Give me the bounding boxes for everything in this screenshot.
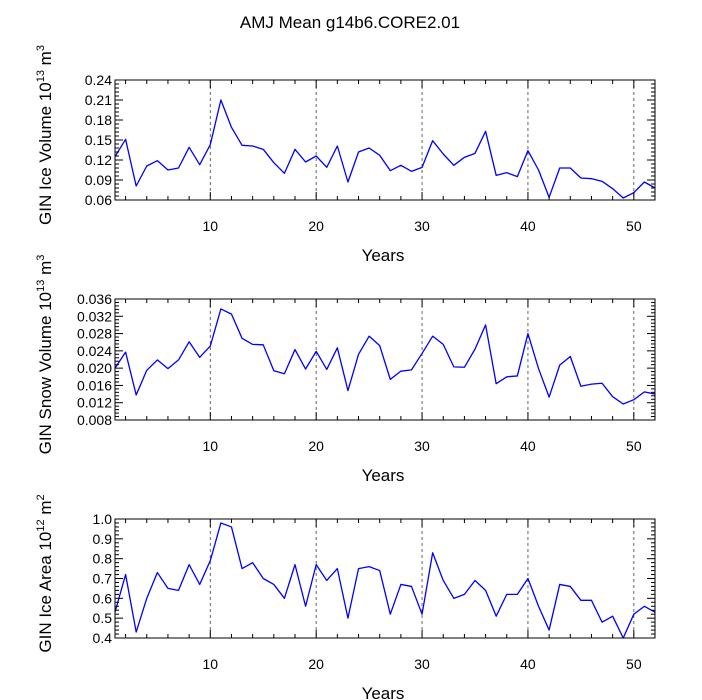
ice-area-ytick-label: 0.8: [93, 551, 113, 567]
ice-area-xtick-label: 40: [520, 656, 536, 672]
ice-area-xaxis-label: Years: [362, 684, 405, 700]
ice-volume-xtick-label: 30: [414, 218, 430, 234]
snow-volume-ytick-label: 0.012: [77, 395, 112, 411]
snow-volume-xtick-label: 30: [414, 438, 430, 454]
ice-area-ytick-label: 0.5: [93, 610, 113, 626]
ice-area-ylabel-main: GIN Ice Area 10: [36, 532, 55, 653]
ice-volume-ylabel-exp: 13: [35, 70, 47, 82]
snow-volume-ylabel-main: GIN Snow Volume 10: [36, 292, 55, 455]
snow-volume-ytick-label: 0.008: [77, 412, 112, 428]
ice-area-ylabel-unit-exp: 2: [35, 494, 47, 500]
snow-volume-xtick-label: 10: [203, 438, 219, 454]
snow-volume-ylabel-unit-exp: 3: [35, 255, 47, 261]
ice-area-yaxis-label: GIN Ice Area 1012 m2: [35, 494, 55, 652]
ice-volume-ylabel-unit-exp: 3: [35, 45, 47, 51]
ice-area-xtick-label: 10: [203, 656, 219, 672]
snow-volume-ytick-label: 0.036: [77, 291, 112, 307]
ice-volume-ytick-label: 0.09: [85, 172, 112, 188]
ice-volume-xtick-label: 40: [520, 218, 536, 234]
ice-volume-yaxis-label: GIN Ice Volume 1013 m3: [35, 45, 55, 225]
ice-area-ytick-label: 0.9: [93, 531, 113, 547]
ice-area-ytick-label: 0.7: [93, 571, 113, 587]
snow-volume-xaxis-label: Years: [362, 466, 405, 485]
panel-ice-area: 10 20 30 40 50 0.4 0.5 0.6 0.7 0.8 0.9 1.0 Years GIN …: [35, 494, 656, 700]
snow-volume-ylabel-unit: m: [36, 261, 55, 280]
ice-area-xtick-label: 30: [414, 656, 430, 672]
ice-volume-xtick-label: 50: [626, 218, 642, 234]
snow-volume-ytick-label: 0.024: [77, 343, 112, 359]
ice-volume-ytick-label: 0.15: [85, 132, 112, 148]
chart-title: AMJ Mean g14b6.CORE2.01: [240, 13, 460, 32]
snow-volume-ytick-label: 0.032: [77, 308, 112, 324]
ice-volume-xtick-label: 20: [308, 218, 324, 234]
snow-volume-ylabel-exp: 13: [35, 280, 47, 292]
snow-volume-xtick-label: 50: [626, 438, 642, 454]
ice-area-xtick-label: 20: [308, 656, 324, 672]
ice-area-xtick-label: 50: [626, 656, 642, 672]
ice-area-ylabel-exp: 12: [35, 519, 47, 531]
ice-area-ytick-label: 0.6: [93, 590, 113, 606]
ice-area-ylabel-unit: m: [36, 501, 55, 520]
snow-volume-ytick-label: 0.028: [77, 326, 112, 342]
ice-volume-xtick-label: 10: [203, 218, 219, 234]
ice-volume-xaxis-label: Years: [362, 246, 405, 265]
snow-volume-xtick-label: 20: [308, 438, 324, 454]
ice-volume-ytick-label: 0.24: [85, 72, 112, 88]
ice-volume-series-line: [114, 99, 656, 199]
ice-volume-ylabel-unit: m: [36, 51, 55, 70]
snow-volume-series-line: [114, 308, 656, 405]
ice-volume-ylabel-main: GIN Ice Volume 10: [36, 82, 55, 225]
ice-volume-ytick-label: 0.12: [85, 152, 112, 168]
snow-volume-plot-frame: [114, 298, 656, 421]
snow-volume-ytick-label: 0.016: [77, 377, 112, 393]
snow-volume-yaxis-label: GIN Snow Volume 1013 m3: [35, 255, 55, 455]
panel-ice-volume: 10 20 30 40 50 0.06 0.09 0.12 0.15 0.18 0.21 0.24 Ye…: [35, 45, 656, 265]
ice-volume-plot-frame: [114, 79, 656, 201]
ice-volume-ytick-label: 0.18: [85, 112, 112, 128]
ice-volume-ytick-label: 0.06: [85, 192, 112, 208]
ice-area-ytick-label: 0.4: [93, 630, 113, 646]
ice-area-ytick-label: 1.0: [93, 511, 113, 527]
snow-volume-xtick-label: 40: [520, 438, 536, 454]
ice-area-series-line: [114, 522, 656, 639]
snow-volume-ytick-label: 0.020: [77, 360, 112, 376]
ice-volume-ytick-label: 0.21: [85, 92, 112, 108]
